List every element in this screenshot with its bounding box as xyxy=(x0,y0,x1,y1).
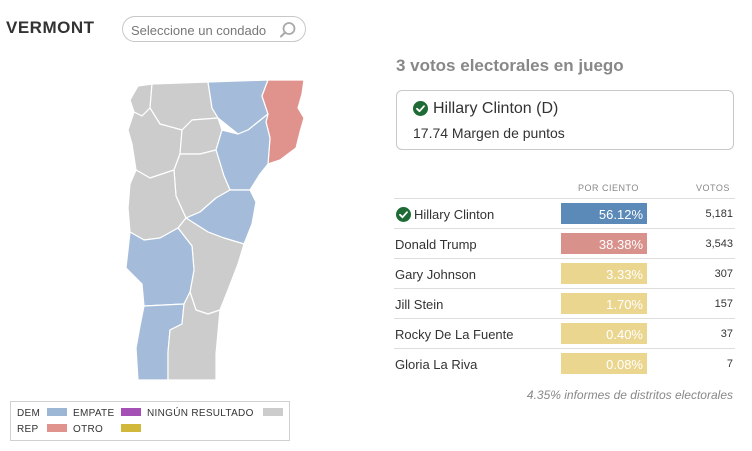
percent-bar xyxy=(561,353,647,374)
winner-margin: 17.74 Margen de puntos xyxy=(413,125,565,141)
percent-bar xyxy=(561,323,647,344)
candidate-percent: 3.33% xyxy=(606,267,643,282)
winner-name: Hillary Clinton (D) xyxy=(433,100,559,117)
candidate-votes: 307 xyxy=(714,268,733,280)
candidate-votes: 157 xyxy=(714,298,733,310)
candidate-percent: 0.08% xyxy=(606,357,643,372)
vermont-county-map xyxy=(120,78,310,384)
check-icon xyxy=(396,207,411,222)
candidate-votes: 3,543 xyxy=(705,238,733,250)
table-row: Rocky De La Fuente 0.40% 37 xyxy=(394,318,735,348)
check-icon xyxy=(413,101,428,116)
county-search-input[interactable] xyxy=(131,21,281,39)
map-legend: DEM EMPATE NINGÚN RESULTADO REP OTRO xyxy=(10,401,290,441)
candidate-percent: 0.40% xyxy=(606,327,643,342)
legend-rep-swatch xyxy=(47,424,67,432)
candidate-percent: 38.38% xyxy=(598,237,643,252)
candidate-name: Gloria La Riva xyxy=(395,357,478,372)
legend-no-result-label: NINGÚN RESULTADO xyxy=(147,408,254,419)
candidate-votes: 5,181 xyxy=(705,208,733,220)
table-row: Donald Trump 38.38% 3,543 xyxy=(394,228,735,258)
percent-bar xyxy=(561,263,647,284)
table-row: Gary Johnson 3.33% 307 xyxy=(394,258,735,288)
percent-bar xyxy=(561,203,647,224)
legend-rep-label: REP xyxy=(17,424,39,435)
legend-other-swatch xyxy=(121,424,141,432)
candidate-votes: 7 xyxy=(726,358,733,370)
candidate-name: Gary Johnson xyxy=(395,267,476,282)
state-title: VERMONT xyxy=(6,18,95,37)
candidate-name: Rocky De La Fuente xyxy=(395,327,514,342)
candidate-votes: 37 xyxy=(720,328,733,340)
candidate-percent: 56.12% xyxy=(598,207,643,222)
candidate-percent: 1.70% xyxy=(606,297,643,312)
percent-bar xyxy=(561,293,647,314)
winner-card: Hillary Clinton (D) 17.74 Margen de punt… xyxy=(396,90,734,150)
search-icon[interactable] xyxy=(279,21,297,39)
legend-tie-swatch xyxy=(121,408,141,416)
legend-dem-label: DEM xyxy=(17,408,41,419)
column-header-votes: VOTOS xyxy=(696,183,730,193)
electoral-votes-heading: 3 votos electorales en juego xyxy=(396,56,624,75)
table-row: Gloria La Riva 0.08% 7 xyxy=(394,348,735,378)
percent-bar xyxy=(561,233,647,254)
candidate-name: Jill Stein xyxy=(395,297,444,312)
legend-no-result-swatch xyxy=(263,408,283,416)
legend-other-label: OTRO xyxy=(73,424,104,435)
table-row: Jill Stein 1.70% 157 xyxy=(394,288,735,318)
county-windham[interactable] xyxy=(167,291,221,381)
candidate-name: Donald Trump xyxy=(395,237,477,252)
county-rutland[interactable] xyxy=(125,227,195,307)
county-search-box[interactable] xyxy=(122,16,306,42)
legend-dem-swatch xyxy=(47,408,67,416)
table-row: Hillary Clinton 56.12% 5,181 xyxy=(394,198,735,228)
legend-tie-label: EMPATE xyxy=(73,408,115,419)
column-header-percent: POR CIENTO xyxy=(578,183,639,193)
candidate-name: Hillary Clinton xyxy=(414,207,495,222)
precincts-reporting-note: 4.35% informes de distritos electorales xyxy=(526,388,733,402)
